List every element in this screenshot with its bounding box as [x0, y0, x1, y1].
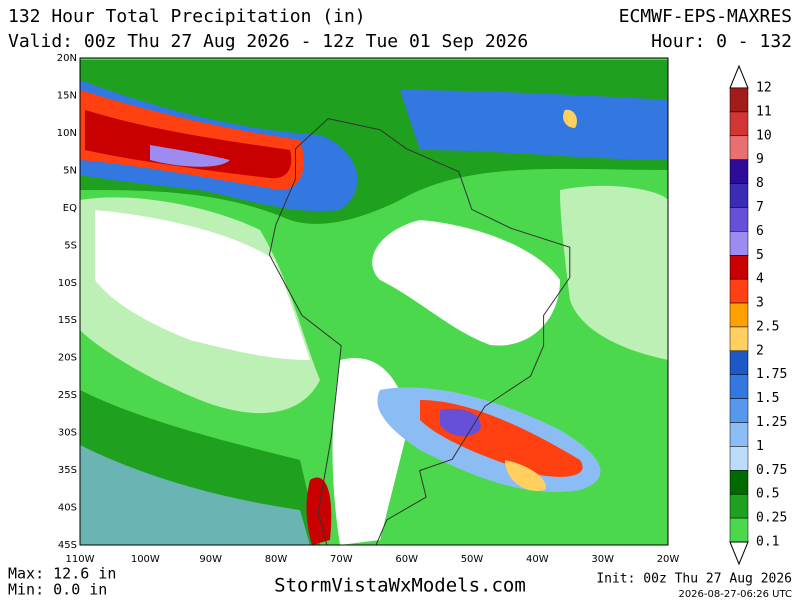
wet-zone — [80, 445, 310, 545]
colorbar-label: 6 — [756, 224, 764, 239]
colorbar-box — [729, 111, 749, 137]
max-value: Max: 12.6 in — [8, 565, 116, 583]
colorbar-label: 4 — [756, 272, 764, 287]
colorbar-arrow-top — [729, 64, 749, 89]
colorbar-box — [729, 470, 749, 495]
colorbar-box — [729, 493, 749, 519]
title: 132 Hour Total Precipitation (in) — [8, 6, 366, 27]
lat-label: 5N — [63, 165, 77, 176]
colorbar-label: 0.25 — [756, 511, 787, 526]
lon-label: 90W — [199, 554, 222, 565]
website: StormVistaWxModels.com — [274, 575, 526, 597]
colorbar-box — [729, 231, 749, 256]
lat-label: 10N — [57, 128, 77, 139]
colorbar-label: 0.5 — [756, 487, 779, 502]
colorbar-box — [729, 446, 749, 471]
colorbar-label: 3 — [756, 296, 764, 311]
colorbar-box — [729, 398, 749, 423]
lat-label: 15S — [58, 315, 77, 326]
lat-label: 20S — [58, 353, 77, 364]
dry-zone — [95, 210, 310, 360]
colorbar-label: 11 — [756, 104, 772, 119]
valid-time: Valid: 00z Thu 27 Aug 2026 - 12z Tue 01 … — [8, 31, 528, 52]
colorbar-label: 0.1 — [756, 535, 779, 550]
lat-label: 10S — [58, 278, 77, 289]
init-time: Init: 00z Thu 27 Aug 2026 — [596, 572, 792, 587]
colorbar-label: 1.5 — [756, 391, 779, 406]
lon-label: 110W — [66, 554, 95, 565]
heavy-zone — [563, 109, 577, 128]
lat-label: EQ — [63, 203, 77, 214]
colorbar-box — [729, 350, 749, 375]
colorbar-label: 1 — [756, 439, 764, 454]
lat-label: 15N — [57, 90, 77, 101]
wet-zone — [400, 90, 668, 160]
colorbar-label: 8 — [756, 176, 764, 191]
dry-zone — [560, 185, 668, 360]
colorbar-label: 10 — [756, 128, 772, 143]
colorbar-label: 5 — [756, 248, 764, 263]
lon-label: 20W — [657, 554, 680, 565]
colorbar-label: 1.25 — [756, 415, 787, 430]
timestamp: 2026-08-27-06:26 UTC — [678, 589, 792, 600]
lat-label: 25S — [58, 390, 77, 401]
colorbar-label: 9 — [756, 152, 764, 167]
colorbar-box — [729, 87, 749, 113]
precip-field — [80, 58, 668, 545]
lat-label: 5S — [64, 240, 77, 251]
colorbar-box — [729, 278, 749, 304]
colorbar-label: 1.75 — [756, 367, 787, 382]
lon-label: 30W — [591, 554, 614, 565]
colorbar-box — [729, 255, 749, 280]
colorbar-box — [729, 326, 749, 352]
colorbar-arrow-bottom — [729, 541, 749, 566]
lat-label: 45S — [58, 540, 77, 551]
colorbar-label: 2.5 — [756, 319, 779, 334]
lon-label: 60W — [395, 554, 418, 565]
lon-label: 80W — [265, 554, 288, 565]
colorbar-box — [729, 159, 749, 184]
lon-label: 70W — [330, 554, 353, 565]
hour-range: Hour: 0 - 132 — [651, 31, 792, 52]
lat-label: 30S — [58, 428, 77, 439]
colorbar-box — [729, 183, 749, 208]
lat-label: 20N — [57, 53, 77, 64]
colorbar-box — [729, 422, 749, 447]
coastline — [268, 118, 571, 545]
min-value: Min: 0.0 in — [8, 581, 107, 599]
lat-label: 35S — [58, 465, 77, 476]
lat-label: 40S — [58, 503, 77, 514]
heavy-zone — [150, 145, 230, 167]
colorbar-box — [729, 207, 749, 232]
colorbar-box — [729, 374, 749, 399]
colorbar-label: 0.75 — [756, 463, 787, 478]
colorbar-box — [729, 302, 749, 328]
dry-zone — [372, 220, 560, 346]
colorbar-label: 2 — [756, 343, 764, 358]
lon-label: 40W — [526, 554, 549, 565]
map-frame — [79, 57, 669, 546]
colorbar-box — [729, 135, 749, 160]
heavy-zone — [505, 460, 546, 491]
lon-label: 50W — [461, 554, 484, 565]
colorbar-label: 12 — [756, 81, 772, 96]
colorbar-label: 7 — [756, 200, 764, 215]
colorbar-box — [729, 517, 749, 543]
lon-label: 100W — [131, 554, 160, 565]
heavy-zone — [85, 110, 292, 179]
model: ECMWF-EPS-MAXRES — [619, 6, 792, 27]
